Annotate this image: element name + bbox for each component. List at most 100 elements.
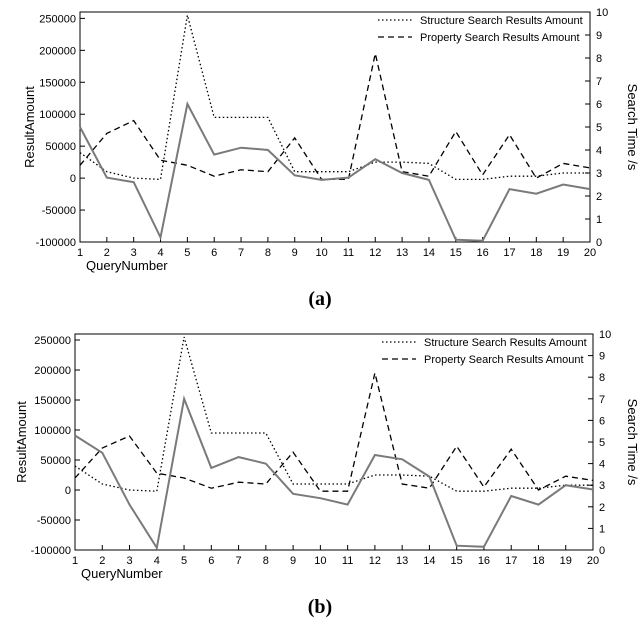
- x-tick-label: 7: [238, 247, 244, 259]
- x-tick-label: 10: [314, 555, 326, 567]
- y-right-tick-label: 0: [599, 545, 605, 557]
- y-right-tick-label: 9: [599, 351, 605, 363]
- chart-panel-a: 1 2 3 4 5 6 7 8 9 10 11 12 13 14 15 16 17 18 19 20 -100000 -5…: [0, 0, 640, 290]
- chart-panel-b: 1 2 3 4 5 6 7 8 9 10 11 12 13 14 15 16 17 18 19 20 -100000 -5…: [0, 322, 640, 592]
- plot-frame: [74, 333, 594, 551]
- y-right-tick-label: 7: [599, 394, 605, 406]
- x-tick-label: 6: [211, 247, 217, 259]
- x-tick-label: 15: [450, 247, 462, 259]
- y-tick-label: 0: [70, 173, 76, 185]
- y-right-axis-title: Search Time /s: [625, 399, 640, 486]
- y-tick-label: -100000: [36, 237, 76, 249]
- x-tick-label: 19: [560, 555, 572, 567]
- x-tick-label: 7: [236, 555, 242, 567]
- y-right-tick-label: 1: [596, 214, 602, 226]
- x-tick-label: 8: [263, 555, 269, 567]
- y-right-tick-label: 5: [599, 437, 605, 449]
- x-axis-title: QueryNumber: [86, 258, 168, 273]
- y-tick-label: 50000: [40, 455, 71, 467]
- x-tick-label: 14: [423, 247, 435, 259]
- x-tick-label: 3: [131, 247, 137, 259]
- x-tick-label: 2: [99, 555, 105, 567]
- x-tick-label: 18: [530, 247, 542, 259]
- x-tick-label: 5: [181, 555, 187, 567]
- y-tick-label: 250000: [34, 335, 71, 347]
- y-right-tick-label: 4: [596, 145, 602, 157]
- x-tick-label: 20: [584, 247, 596, 259]
- x-tick-label: 10: [315, 247, 327, 259]
- legend-label: Property Search Results Amount: [424, 354, 584, 366]
- x-tick-label: 2: [104, 247, 110, 259]
- y-axis-title: ResultAmount: [14, 401, 29, 483]
- y-tick-label: 250000: [39, 13, 76, 25]
- y-right-tick-label: 8: [599, 372, 605, 384]
- y-right-tick-label: 9: [596, 30, 602, 42]
- chart-b: 1 2 3 4 5 6 7 8 9 10 11 12 13 14 15 16 17 18 19 20-100000-5…: [14, 329, 640, 581]
- x-tick-label: 9: [290, 555, 296, 567]
- y-right-tick-label: 4: [599, 459, 605, 471]
- x-tick-label: 17: [503, 247, 515, 259]
- y-tick-label: -50000: [42, 205, 76, 217]
- y-right-tick-label: 8: [596, 53, 602, 65]
- x-tick-label: 8: [265, 247, 271, 259]
- y-tick-label: -100000: [31, 545, 71, 557]
- y-right-axis-title: Search Time /s: [625, 84, 640, 171]
- y-right-tick-label: 7: [596, 76, 602, 88]
- y-tick-label: 150000: [34, 395, 71, 407]
- x-tick-label: 1: [72, 555, 78, 567]
- x-tick-label: 11: [342, 555, 353, 567]
- y-tick-label: 100000: [39, 109, 76, 121]
- x-tick-label: 5: [184, 247, 190, 259]
- y-tick-label: 100000: [34, 425, 71, 437]
- y-axis-title: ResultAmount: [22, 86, 37, 168]
- caption-b: (b): [307, 596, 333, 618]
- y-right-tick-label: 2: [599, 502, 605, 514]
- y-tick-label: 150000: [39, 77, 76, 89]
- y-tick-label: 0: [65, 485, 71, 497]
- y-tick-label: 50000: [45, 141, 76, 153]
- y-right-tick-label: 0: [596, 237, 602, 249]
- y-tick-label: 200000: [39, 45, 76, 57]
- legend-label: Structure Search Results Amount: [424, 337, 587, 349]
- x-tick-label: 15: [451, 555, 463, 567]
- x-tick-label: 16: [478, 555, 490, 567]
- x-tick-label: 12: [369, 247, 381, 259]
- x-tick-label: 11: [343, 247, 354, 259]
- x-tick-label: 12: [369, 555, 381, 567]
- x-tick-label: 19: [557, 247, 569, 259]
- x-tick-label: 18: [532, 555, 544, 567]
- y-right-tick-label: 5: [596, 122, 602, 134]
- x-tick-label: 14: [423, 555, 435, 567]
- legend-label: Structure Search Results Amount: [420, 15, 583, 27]
- y-right-tick-label: 3: [596, 168, 602, 180]
- x-tick-label: 9: [292, 247, 298, 259]
- x-tick-label: 13: [396, 555, 408, 567]
- y-tick-label: 200000: [34, 365, 71, 377]
- x-tick-label: 4: [154, 555, 160, 567]
- plot-frame: [79, 11, 591, 243]
- series-line-solid: [74, 395, 594, 551]
- y-right-tick-label: 10: [596, 7, 608, 19]
- x-tick-label: 4: [157, 247, 163, 259]
- y-right-tick-label: 6: [596, 99, 602, 111]
- x-tick-label: 16: [477, 247, 489, 259]
- series-line-dashed: [74, 372, 594, 492]
- x-tick-label: 1: [77, 247, 83, 259]
- chart-a: 1 2 3 4 5 6 7 8 9 10 11 12 13 14 15 16 17 18 19 20-100000-5…: [22, 7, 640, 273]
- y-right-tick-label: 10: [599, 329, 611, 341]
- y-right-tick-label: 1: [599, 523, 605, 535]
- series-line-dashed: [79, 53, 591, 181]
- caption-a: (a): [308, 288, 332, 310]
- x-tick-label: 17: [505, 555, 517, 567]
- x-tick-label: 20: [587, 555, 599, 567]
- y-right-tick-label: 6: [599, 415, 605, 427]
- series-line-solid: [79, 101, 591, 242]
- x-tick-label: 6: [208, 555, 214, 567]
- x-axis-title: QueryNumber: [81, 566, 163, 581]
- legend-label: Property Search Results Amount: [420, 32, 580, 44]
- y-tick-label: -50000: [37, 515, 71, 527]
- x-tick-label: 3: [126, 555, 132, 567]
- x-tick-label: 13: [396, 247, 408, 259]
- y-right-tick-label: 3: [599, 480, 605, 492]
- y-right-tick-label: 2: [596, 191, 602, 203]
